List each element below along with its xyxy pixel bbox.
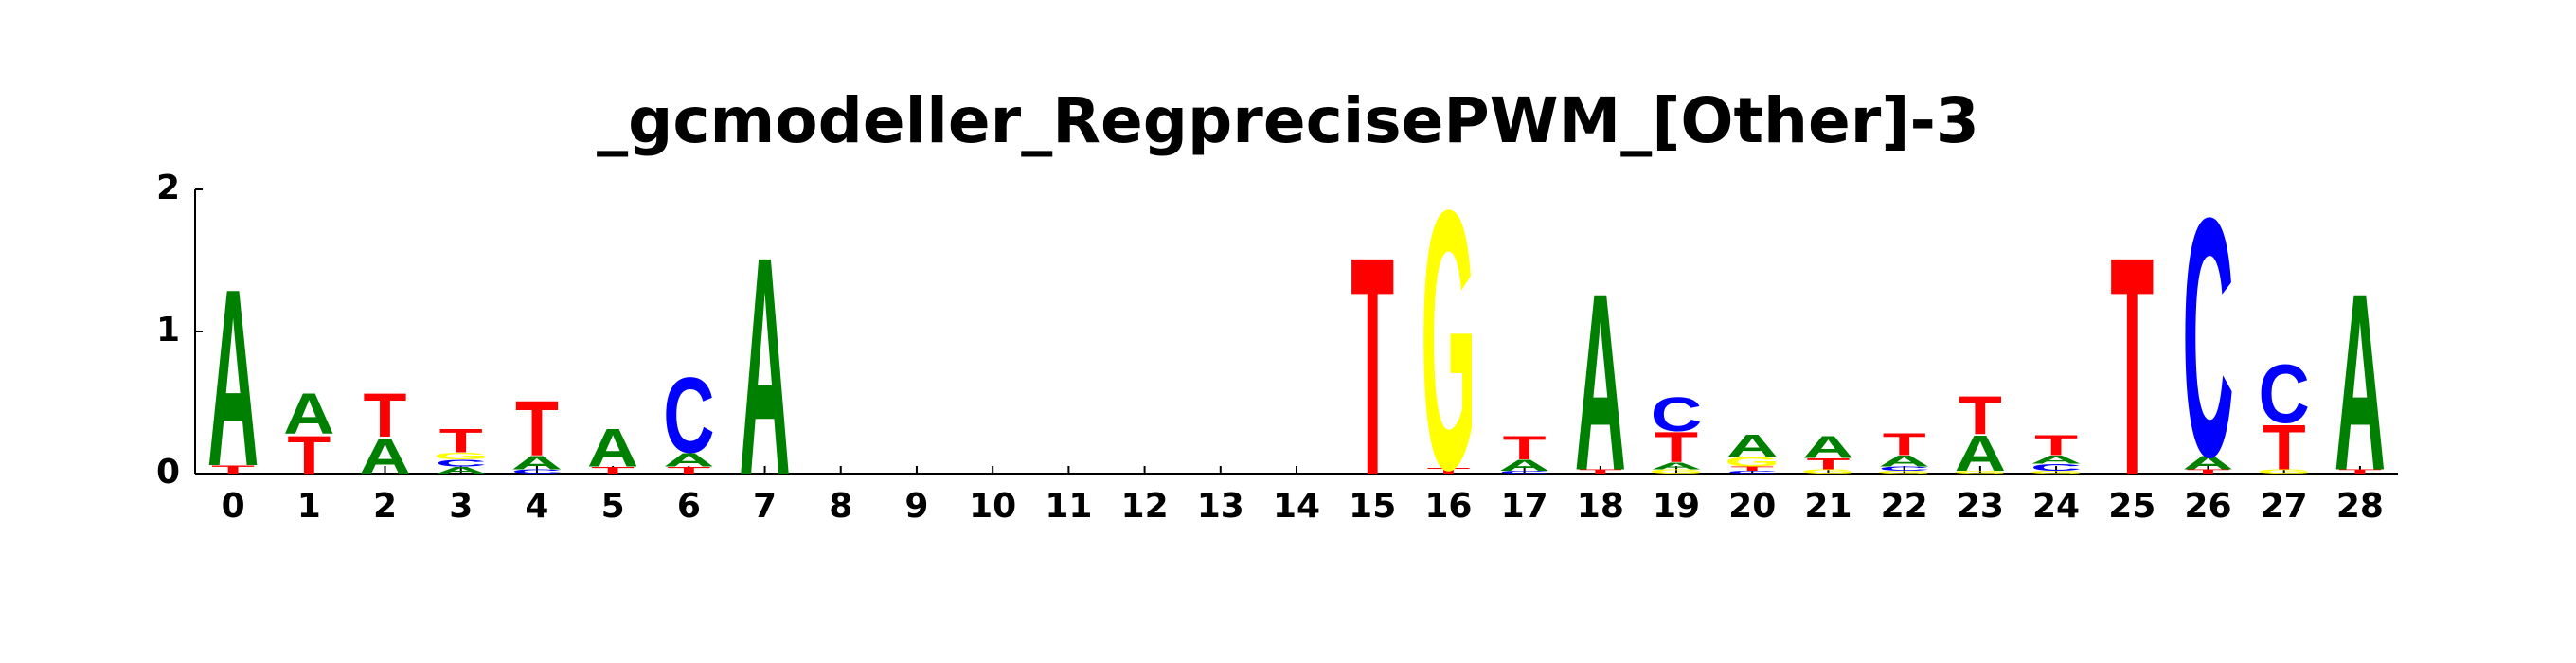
logo-letter: A: [1802, 430, 1853, 465]
x-tick-label: 8: [829, 487, 852, 526]
logo-letter: A: [1879, 453, 1930, 470]
logo-letter: A: [2182, 452, 2233, 474]
logo-letter: A: [1575, 240, 1626, 523]
logo-letter: T: [1503, 430, 1547, 467]
logo-letter: G: [1800, 469, 1855, 475]
logo-letter: A: [1651, 460, 1702, 471]
x-tick-label: 10: [969, 487, 1016, 526]
logo-letter: A: [1955, 425, 2006, 482]
x-tick-label: 12: [1121, 487, 1169, 526]
x-tick-label: 26: [2184, 487, 2231, 526]
x-tick-label: 1: [297, 487, 321, 526]
logo-letter: G: [1725, 455, 1780, 470]
logo-letter: C: [1651, 387, 1702, 441]
logo-letter: C: [1726, 470, 1778, 475]
logo-letter: T: [591, 465, 635, 475]
y-tick-label: 0: [156, 453, 180, 492]
logo-letter: A: [739, 191, 790, 540]
x-tick-label: 7: [753, 487, 777, 526]
logo-letter: A: [436, 465, 487, 475]
logo-letter: A: [587, 418, 638, 478]
x-tick-label: 28: [2336, 487, 2384, 526]
x-tick-label: 6: [677, 487, 701, 526]
x-tick-label: 17: [1501, 487, 1548, 526]
logo-letter: T: [2110, 191, 2154, 540]
logo-letter: A: [359, 428, 410, 485]
x-tick-label: 15: [1349, 487, 1396, 526]
x-tick-label: 25: [2108, 487, 2156, 526]
x-tick-label: 14: [1273, 487, 1320, 526]
logo-letter: G: [1876, 470, 1931, 475]
x-tick-label: 24: [2032, 487, 2080, 526]
logo-letter: T: [1579, 469, 1622, 475]
x-tick-label: 21: [1804, 487, 1852, 526]
x-tick-label: 16: [1424, 487, 1472, 526]
logo-letter: C: [1498, 470, 1549, 475]
x-tick-label: 5: [601, 487, 625, 526]
logo-letter: T: [1883, 427, 1926, 462]
logo-letter: C: [2259, 348, 2310, 440]
logo-letter: G: [2029, 470, 2084, 475]
x-tick-label: 18: [1577, 487, 1624, 526]
logo-letter: T: [2338, 469, 2382, 475]
x-tick-label: 19: [1653, 487, 1700, 526]
x-tick-label: 4: [525, 487, 548, 526]
logo-letter: T: [1959, 385, 2002, 445]
logo-letter: A: [511, 452, 563, 474]
logo-letter: T: [515, 385, 559, 472]
logo-letter: T: [667, 465, 710, 475]
logo-letter: A: [283, 381, 334, 446]
logo-letter: C: [436, 457, 487, 468]
logo-letter: C: [2030, 462, 2082, 473]
logo-letter: T: [1806, 456, 1850, 473]
logo-letter: T: [2187, 469, 2230, 475]
logo-letter: G: [1953, 470, 2008, 475]
logo-letter: C: [1879, 466, 1930, 473]
logo-letter: T: [2034, 429, 2078, 461]
logo-letter: G: [2256, 469, 2311, 475]
logo-letter: G: [433, 451, 488, 461]
logo-letter: T: [1730, 466, 1774, 473]
logo-letter: A: [207, 236, 259, 519]
logo-letter: T: [211, 463, 255, 476]
logo-letter: C: [663, 356, 714, 475]
chart-title: _gcmodeller_RegprecisePWM_[Other]-3: [597, 84, 1979, 157]
logo-letter: A: [1726, 429, 1778, 464]
x-tick-label: 3: [449, 487, 473, 526]
logo-letter: T: [287, 424, 331, 485]
logo-letter: A: [2334, 240, 2386, 523]
logo-letter: T: [1426, 467, 1470, 475]
y-tick-label: 1: [156, 311, 180, 349]
logo-letter: T: [1655, 424, 1698, 472]
logo-letter: G: [1421, 134, 1476, 547]
logo-letter: A: [1498, 457, 1549, 474]
x-tick-label: 2: [373, 487, 397, 526]
logo-letter: G: [1649, 469, 1704, 475]
x-tick-label: 0: [222, 487, 245, 526]
logo-letter: T: [2263, 412, 2306, 484]
y-tick-label: 2: [156, 169, 180, 207]
x-tick-label: 20: [1728, 487, 1776, 526]
x-tick-label: 13: [1197, 487, 1244, 526]
x-tick-label: 22: [1881, 487, 1928, 526]
logo-letter: C: [511, 469, 563, 475]
logo-letter: C: [2182, 149, 2233, 529]
x-tick-label: 27: [2261, 487, 2308, 526]
x-tick-label: 9: [904, 487, 928, 526]
logo-letter: A: [663, 449, 714, 471]
x-tick-label: 11: [1045, 487, 1092, 526]
logo-letter: T: [1351, 191, 1394, 540]
logo-letter: T: [364, 380, 407, 450]
x-tick-label: 23: [1957, 487, 2004, 526]
logo-letter: T: [439, 423, 483, 460]
logo-letter: A: [2030, 454, 2082, 467]
